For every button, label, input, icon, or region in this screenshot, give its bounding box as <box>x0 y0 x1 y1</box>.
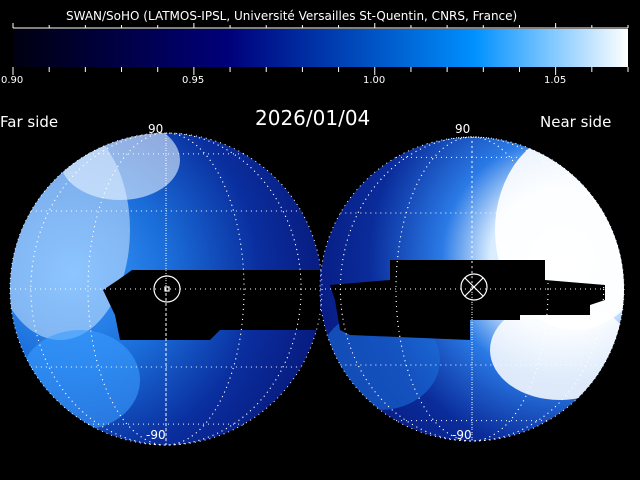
disk-grid-limb <box>9 132 323 446</box>
far-side-center-dot-icon <box>164 286 170 292</box>
near-side-disk <box>320 137 624 441</box>
colorbar-tick-label: 0.90 <box>1 75 24 86</box>
colorbar-tick-label: 1.05 <box>544 75 567 86</box>
far-side-masked-region <box>103 270 320 340</box>
near-side-sun-marker-icon <box>460 273 488 301</box>
credit-text: SWAN/SoHO (LATMOS-IPSL, Université Versa… <box>66 9 518 23</box>
colorbar-gradient <box>13 29 628 67</box>
colorbar-ticks <box>12 23 629 75</box>
near-side-bottom-latitude: -90 <box>452 428 472 442</box>
colorbar-tick-label: 1.00 <box>363 75 386 86</box>
far-side-label: Far side <box>0 113 59 131</box>
near-side-top-latitude: 90 <box>455 122 471 136</box>
far-side-top-latitude: 90 <box>148 122 164 136</box>
near-side-masked-region <box>330 260 605 340</box>
latitude-longitude-grid <box>9 132 625 446</box>
longitude-line <box>30 132 302 446</box>
date-label: 2026/01/04 <box>255 106 371 130</box>
far-side-bottom-latitude: -90 <box>146 428 166 442</box>
far-side-disk <box>10 133 322 445</box>
near-side-label: Near side <box>540 113 612 131</box>
colorbar-tick-label: 0.95 <box>182 75 205 86</box>
longitude-line <box>87 132 245 446</box>
far-side-center-marker-icon <box>153 275 181 303</box>
colorbar <box>12 23 629 75</box>
longitude-line <box>395 136 549 442</box>
